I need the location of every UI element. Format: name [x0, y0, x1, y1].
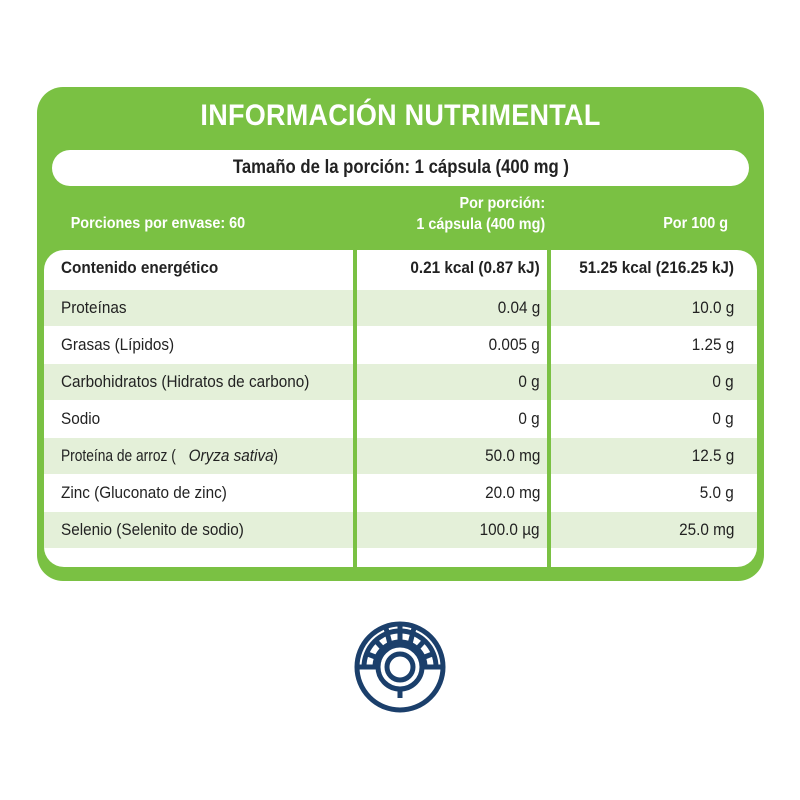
- table-row: Sodio 0 g 0 g: [44, 401, 757, 437]
- value-per-serving: 0.04 g: [497, 298, 540, 317]
- column-divider: [547, 250, 551, 567]
- value-per-100g: 12.5 g: [691, 446, 734, 465]
- table-row: Proteína de arroz (Oryza sativa) 50.0 mg…: [44, 438, 757, 474]
- value-per-100g: 1.25 g: [691, 335, 734, 354]
- nutrient-name: Selenio (Selenito de sodio): [61, 520, 244, 539]
- serving-size-text: Tamaño de la porción: 1 cápsula (400 mg …: [232, 157, 569, 178]
- value-per-serving: 50.0 mg: [484, 446, 540, 465]
- panel-title: INFORMACIÓN NUTRIMENTAL: [200, 99, 601, 132]
- nutrition-table: Contenido energético 0.21 kcal (0.87 kJ)…: [44, 250, 757, 567]
- value-per-serving: 0 g: [518, 409, 540, 428]
- servings-per-container: Porciones por envase: 60: [70, 215, 246, 232]
- column-divider: [353, 250, 357, 567]
- nutrient-name: Carbohidratos (Hidratos de carbono): [61, 372, 310, 391]
- table-row: Grasas (Lípidos) 0.005 g 1.25 g: [44, 327, 757, 363]
- value-per-100g: 51.25 kcal (216.25 kJ): [579, 258, 734, 277]
- table-row: Proteínas 0.04 g 10.0 g: [44, 290, 757, 326]
- nutrient-name: Sodio: [61, 409, 101, 428]
- value-per-serving: 0 g: [518, 372, 540, 391]
- value-per-100g: 25.0 mg: [678, 520, 734, 539]
- brand-circle-logo-icon: [353, 620, 447, 714]
- value-per-100g: 5.0 g: [699, 483, 734, 502]
- table-row: Carbohidratos (Hidratos de carbono) 0 g …: [44, 364, 757, 400]
- column-header-per-serving: Por porción: 1 cápsula (400 mg): [416, 195, 545, 233]
- column-header-per-100g: Por 100 g: [663, 215, 728, 232]
- value-per-serving: 100.0 µg: [480, 520, 540, 539]
- nutrient-name: Contenido energético: [61, 258, 219, 277]
- nutrient-name: Zinc (Gluconato de zinc): [61, 483, 227, 502]
- nutrient-name: Proteínas: [61, 298, 127, 317]
- table-row: Selenio (Selenito de sodio) 100.0 µg 25.…: [44, 512, 757, 548]
- value-per-serving: 0.21 kcal (0.87 kJ): [410, 258, 540, 277]
- value-per-serving: 20.0 mg: [484, 483, 540, 502]
- table-row: Contenido energético 0.21 kcal (0.87 kJ)…: [44, 250, 757, 286]
- nutrition-facts-panel: INFORMACIÓN NUTRIMENTAL Tamaño de la por…: [37, 87, 764, 581]
- value-per-serving: 0.005 g: [488, 335, 540, 354]
- nutrient-name: Proteína de arroz (Oryza sativa): [61, 446, 279, 465]
- serving-size-bar: Tamaño de la porción: 1 cápsula (400 mg …: [52, 150, 749, 186]
- value-per-100g: 0 g: [712, 409, 734, 428]
- value-per-100g: 0 g: [712, 372, 734, 391]
- nutrient-name: Grasas (Lípidos): [61, 335, 175, 354]
- table-row: Zinc (Gluconato de zinc) 20.0 mg 5.0 g: [44, 475, 757, 511]
- value-per-100g: 10.0 g: [691, 298, 734, 317]
